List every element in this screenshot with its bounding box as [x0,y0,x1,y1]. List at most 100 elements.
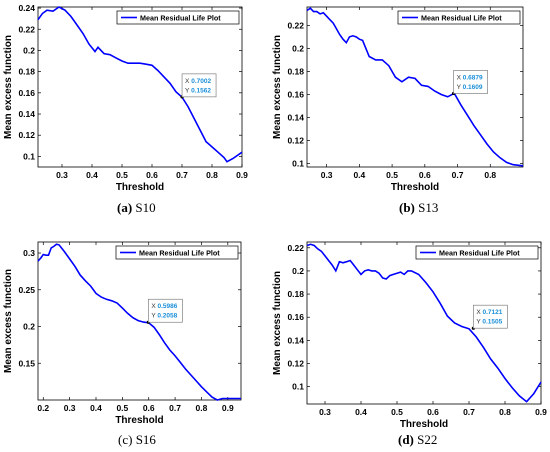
chart-panel-d: 0.3 0.4 0.5 0.6 0.7 0.8 0.9 0.1 0.12 0.14 0.16 0.18… [272,226,550,452]
chart-panel-a: 0.3 0.4 0.5 0.6 0.7 0.8 0.9 0.1 0.12 0.14 0.16 0.18… [0,0,275,226]
y-tick-label: 0.12 [287,136,304,146]
caption-b: (b) S13 [399,200,438,216]
y-tick-label: 0.18 [287,66,304,76]
datatip: X 0.6879 Y 0.1609 [453,70,488,94]
datatip: X 0.5986 Y 0.2058 [148,298,183,323]
legend-box [115,245,239,260]
datatip: X 0.7002 Y 0.1562 [181,73,217,98]
legend-box [415,245,539,260]
x-tick-label: 0.8 [196,403,208,413]
y-tick-label: 0.12 [18,130,35,140]
caption-d: (d) S22 [398,432,437,448]
x-tick-label: 0.3 [56,170,68,180]
y-tick-label: 0.18 [287,289,304,299]
x-tick-label: 0.6 [427,407,439,417]
legend: Mean Residual Life Plot [415,245,539,260]
x-tick-label: 0.2 [37,403,49,413]
x-tick-label: 0.9 [535,407,547,417]
datatip-box [473,304,508,329]
datatip-y: Y 0.1609 [457,84,483,91]
y-tick-label: 0.25 [18,285,35,295]
legend: Mean Residual Life Plot [397,10,521,25]
legend-label: Mean Residual Life Plot [439,249,520,258]
datatip-y: Y 0.1562 [185,87,211,94]
y-tick-label: 0.22 [18,24,35,34]
x-axis-label: Threshold [400,419,448,430]
chart-a: 0.3 0.4 0.5 0.6 0.7 0.8 0.9 0.1 0.12 0.14 0.16 0.18… [3,3,248,193]
datatip-x: X 0.5986 [151,303,177,310]
x-axis-label: Threshold [116,182,164,193]
y-tick-label: 0.15 [18,358,35,368]
x-tick-label: 0.6 [419,170,431,180]
y-axis-label: Mean excess function [272,35,283,139]
y-tick-label: 0.2 [292,43,304,53]
legend-label: Mean Residual Life Plot [421,14,502,23]
x-tick-label: 0.5 [391,407,403,417]
series-line [306,243,542,403]
chart-b: 0.3 0.4 0.5 0.6 0.7 0.8 0.1 0.12 0.14 0.16 0.18 0.2… [272,6,524,193]
x-tick-label: 0.6 [146,170,158,180]
x-tick-label: 0.9 [222,403,234,413]
y-tick-label: 0.1 [292,382,304,392]
caption-tag: (c) [118,432,133,447]
x-tick-label: 0.7 [452,170,464,180]
chart-panel-c: 0.2 0.3 0.4 0.5 0.6 0.7 0.8 0.9 0.15 0.2 0.25 0.3 Th… [0,226,275,452]
legend-label: Mean Residual Life Plot [139,249,220,258]
x-tick-label: 0.7 [169,403,181,413]
x-axis-label: Threshold [115,415,163,426]
datatip-y: Y 0.2058 [151,313,177,320]
caption-name: S13 [418,200,439,215]
y-tick-label: 0.2 [23,322,35,332]
y-tick-label: 0.18 [18,67,35,77]
x-axis-label: Threshold [391,182,439,193]
datatip-x: X 0.6879 [457,74,483,81]
caption-tag: (d) [398,432,414,447]
caption-tag: (b) [399,200,415,215]
y-tick-label: 0.16 [287,312,304,322]
datatip-box [181,73,217,98]
datatip-y: Y 0.1505 [476,319,502,326]
caption-name: S10 [135,200,156,215]
x-tick-label: 0.5 [116,170,128,180]
plot-frame [306,6,524,168]
y-axis-label: Mean excess function [3,35,14,139]
y-tick-label: 0.14 [287,335,304,345]
y-tick-label: 0.2 [292,266,304,276]
y-tick-label: 0.14 [18,109,35,119]
series-line [37,243,241,401]
y-tick-label: 0.24 [18,3,35,13]
x-tick-label: 0.4 [86,170,98,180]
caption-a: (a) S10 [117,200,156,216]
datatip-x: X 0.7002 [185,78,211,85]
y-tick-label: 0.14 [287,113,304,123]
y-tick-label: 0.12 [287,359,304,369]
x-tick-label: 0.4 [90,403,102,413]
y-tick-label: 0.16 [287,89,304,99]
x-tick-label: 0.4 [355,407,367,417]
datatip-x: X 0.7121 [476,309,502,316]
y-tick-label: 0.22 [287,243,304,253]
y-tick-label: 0.1 [23,151,35,161]
caption-tag: (a) [117,200,133,215]
datatip: X 0.7121 Y 0.1505 [473,304,508,329]
y-axis-label: Mean excess function [3,269,14,373]
legend: Mean Residual Life Plot [116,10,240,25]
y-tick-label: 0.1 [292,159,304,169]
y-tick-label: 0.16 [18,88,35,98]
series-line [37,6,243,163]
x-tick-label: 0.6 [143,403,155,413]
chart-c: 0.2 0.3 0.4 0.5 0.6 0.7 0.8 0.9 0.15 0.2 0.25 0.3 Th… [3,241,242,426]
legend-box [116,10,240,25]
y-tick-label: 0.22 [287,20,304,30]
x-tick-label: 0.7 [176,170,188,180]
x-tick-label: 0.3 [64,403,76,413]
caption-name: S22 [417,432,438,447]
x-tick-label: 0.8 [499,407,511,417]
chart-panel-b: 0.3 0.4 0.5 0.6 0.7 0.8 0.1 0.12 0.14 0.16 0.18 0.2… [272,0,550,226]
x-tick-label: 0.9 [236,170,248,180]
x-tick-label: 0.8 [206,170,218,180]
caption-name: S16 [135,432,156,447]
datatip-box [453,70,488,94]
x-tick-label: 0.3 [321,170,333,180]
x-tick-label: 0.7 [463,407,475,417]
